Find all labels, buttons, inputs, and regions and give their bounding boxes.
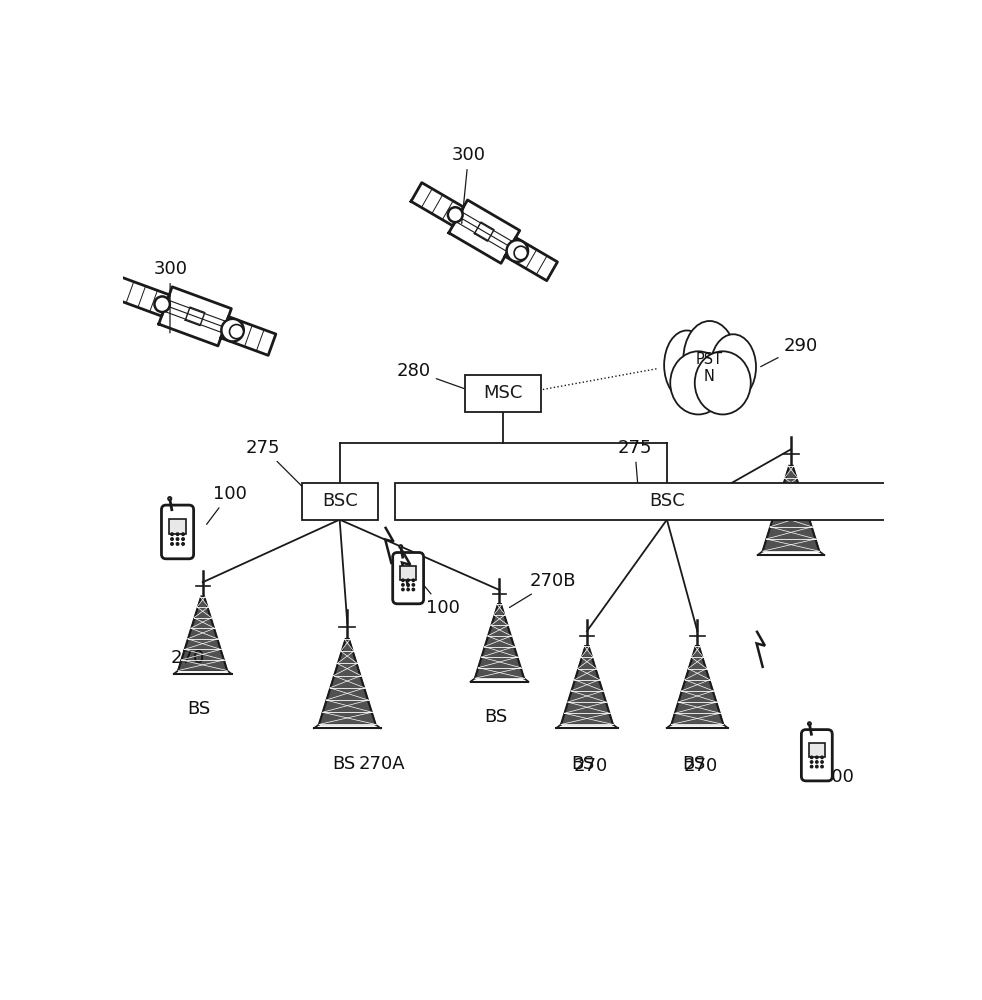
Circle shape [407,579,409,581]
FancyBboxPatch shape [401,566,416,580]
Polygon shape [672,646,724,724]
Text: BS: BS [484,708,508,726]
Circle shape [154,296,170,312]
Ellipse shape [694,351,751,414]
FancyBboxPatch shape [393,553,423,604]
Circle shape [407,588,409,591]
Circle shape [412,588,414,591]
Text: BSC: BSC [322,492,357,510]
Ellipse shape [711,334,756,400]
Text: 275: 275 [246,439,309,494]
FancyBboxPatch shape [169,519,186,534]
Circle shape [448,207,463,222]
Circle shape [182,533,185,535]
Ellipse shape [664,330,710,400]
Text: 100: 100 [818,748,853,786]
Circle shape [821,756,823,759]
Circle shape [402,579,405,581]
Circle shape [171,538,173,540]
Text: 270: 270 [573,757,608,775]
Polygon shape [114,277,169,316]
Circle shape [412,584,414,586]
Text: 100: 100 [206,485,246,524]
Polygon shape [221,317,276,355]
Circle shape [816,761,818,763]
Text: 275: 275 [618,439,652,493]
Text: 295: 295 [798,484,841,503]
FancyBboxPatch shape [465,375,541,412]
Circle shape [400,545,403,548]
Circle shape [821,761,823,763]
Text: 300: 300 [153,260,188,333]
Circle shape [810,756,813,759]
Text: 280: 280 [397,362,464,389]
Circle shape [821,765,823,768]
Circle shape [182,538,185,540]
FancyBboxPatch shape [161,505,193,559]
Circle shape [177,543,179,545]
Polygon shape [319,639,375,724]
Circle shape [808,722,811,725]
Circle shape [171,543,173,545]
Text: 270B: 270B [510,572,576,608]
Circle shape [230,325,244,339]
Polygon shape [449,200,519,263]
FancyBboxPatch shape [301,483,378,520]
Polygon shape [505,238,558,281]
Text: BS: BS [682,755,705,773]
Circle shape [177,538,179,540]
Circle shape [221,319,244,341]
Circle shape [816,765,818,768]
Polygon shape [159,287,232,346]
Text: 290: 290 [761,337,818,367]
FancyBboxPatch shape [395,483,939,520]
Circle shape [816,756,818,759]
Text: 270: 270 [683,757,718,775]
Circle shape [412,579,414,581]
Text: 100: 100 [423,584,460,617]
Polygon shape [411,183,464,226]
Text: MSC: MSC [483,384,523,402]
Ellipse shape [671,351,727,414]
Polygon shape [561,646,613,724]
Text: 270A: 270A [358,755,406,773]
Text: 270: 270 [171,649,205,667]
Circle shape [402,588,405,591]
Circle shape [515,246,527,260]
Circle shape [810,765,813,768]
Circle shape [177,533,179,535]
Ellipse shape [683,321,736,397]
Text: BS: BS [188,700,210,718]
FancyBboxPatch shape [801,730,833,781]
Circle shape [407,584,409,586]
Text: BSC: BSC [649,492,684,510]
Polygon shape [475,604,524,678]
Circle shape [168,497,171,500]
Circle shape [182,543,185,545]
Circle shape [810,761,813,763]
Text: BS: BS [332,755,355,773]
FancyBboxPatch shape [809,743,825,757]
Circle shape [402,584,405,586]
Polygon shape [178,597,227,671]
Circle shape [507,240,528,262]
Circle shape [171,533,173,535]
Text: PST
N: PST N [695,352,723,384]
Text: 300: 300 [452,146,485,223]
Polygon shape [763,466,819,551]
Text: BS: BS [572,755,595,773]
